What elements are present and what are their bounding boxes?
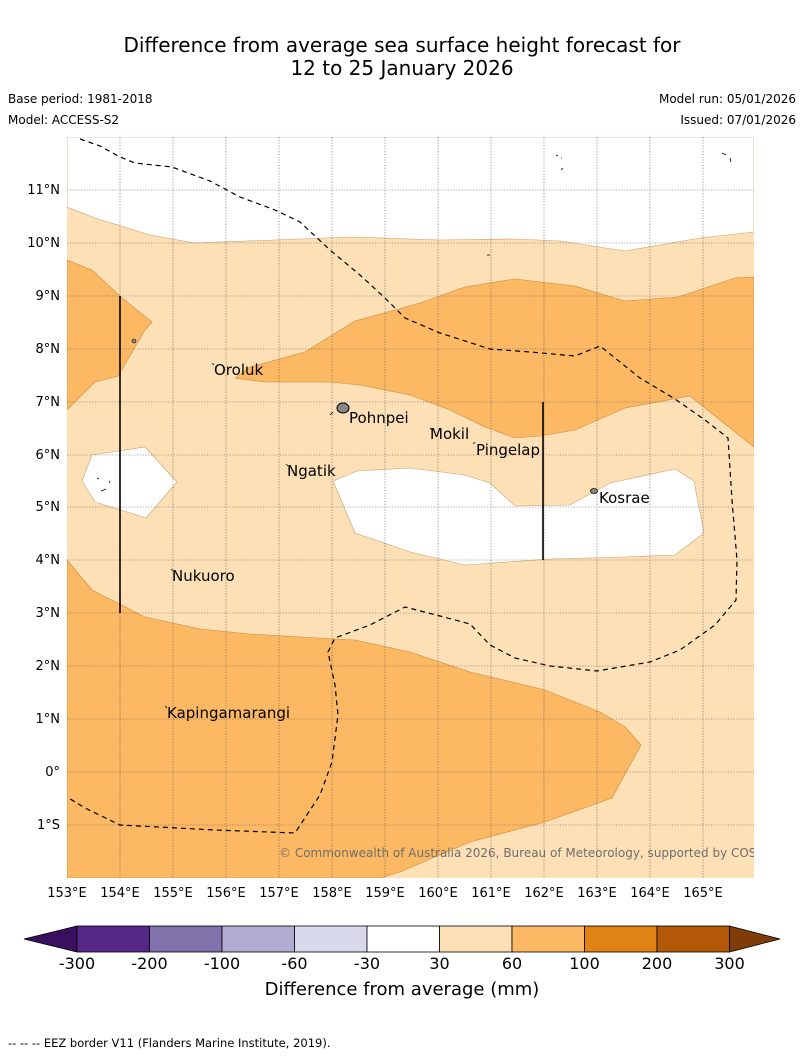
colorbar-segment xyxy=(366,925,440,953)
colorbar-tick: -300 xyxy=(59,954,95,973)
colorbar-segment xyxy=(76,925,150,953)
lat-tick: 6°N xyxy=(36,448,61,463)
oroluk-marker xyxy=(211,362,215,366)
colorbar-tick: 30 xyxy=(429,954,449,973)
colorbar-tick: 100 xyxy=(569,954,600,973)
colorbar-extend-high xyxy=(729,925,781,953)
colorbar-tick: 200 xyxy=(642,954,673,973)
anomaly-fill-60-100-north xyxy=(234,276,754,448)
graticule xyxy=(67,137,754,878)
anomaly-fill-60-100-south xyxy=(67,559,642,878)
lat-tick: 8°N xyxy=(36,342,61,357)
colorbar-tick: 60 xyxy=(502,954,522,973)
lat-tick: 4°N xyxy=(36,553,61,568)
lon-tick: 162°E xyxy=(524,886,564,901)
label-kosrae: Kosrae xyxy=(599,489,650,507)
colorbar-segment xyxy=(149,925,223,953)
lon-tick: 161°E xyxy=(471,886,511,901)
anomaly-fill-neutral-central xyxy=(332,467,705,566)
model-name: Model: ACCESS-S2 xyxy=(8,113,120,127)
lat-tick: 5°N xyxy=(36,500,61,515)
mokil-marker xyxy=(429,427,433,431)
label-oroluk: Oroluk xyxy=(214,361,263,379)
label-mokil: Mokil xyxy=(430,425,469,443)
lon-tick: 164°E xyxy=(630,886,670,901)
colorbar-segment xyxy=(294,925,368,953)
colorbar-title: Difference from average (mm) xyxy=(265,979,540,1000)
chart-title-line1: Difference from average sea surface heig… xyxy=(123,33,681,57)
colorbar-segment xyxy=(656,925,730,953)
colorbar-segment xyxy=(511,925,585,953)
lon-tick: 160°E xyxy=(418,886,458,901)
lon-tick: 155°E xyxy=(153,886,193,901)
pingelap-marker xyxy=(472,441,476,445)
lat-tick: 3°N xyxy=(36,606,61,621)
pohnpei-island xyxy=(336,402,350,414)
lon-tick: 156°E xyxy=(206,886,246,901)
lat-tick: 9°N xyxy=(36,289,61,304)
anomaly-fill-60-100-northwest xyxy=(67,259,153,411)
colorbar-tick: -30 xyxy=(354,954,380,973)
copyright-text: © Commonwealth of Australia 2026, Bureau… xyxy=(279,846,784,860)
colorbar-tick: 300 xyxy=(714,954,745,973)
colorbar: -300 -200 -100 -60 -30 30 60 100 200 300… xyxy=(23,925,781,1000)
lat-tick: 2°N xyxy=(36,659,61,674)
base-period: Base period: 1981-2018 xyxy=(8,92,153,106)
lon-tick: 153°E xyxy=(47,886,87,901)
colorbar-segment xyxy=(439,925,513,953)
lon-tick: 154°E xyxy=(100,886,140,901)
colorbar-tick: -100 xyxy=(204,954,240,973)
ngatik-marker xyxy=(285,463,289,467)
lon-tick: 158°E xyxy=(312,886,352,901)
label-ngatik: Ngatik xyxy=(287,462,336,480)
label-pohnpei: Pohnpei xyxy=(349,409,409,427)
lon-tick: 159°E xyxy=(365,886,405,901)
kosrae-island xyxy=(590,488,598,494)
lon-tick: 165°E xyxy=(683,886,723,901)
latitude-axis: 11°N 10°N 9°N 8°N 7°N 6°N 5°N 4°N 3°N 2°… xyxy=(27,183,60,833)
lat-tick: 0° xyxy=(45,765,60,780)
anomaly-fill-neutral-north xyxy=(67,137,754,252)
colorbar-tick: -200 xyxy=(131,954,167,973)
colorbar-extend-low xyxy=(23,925,78,953)
kapingamarangi-marker xyxy=(164,705,168,709)
colorbar-segment xyxy=(584,925,658,953)
nukuoro-marker xyxy=(170,568,174,572)
chart-title-line2: 12 to 25 January 2026 xyxy=(290,56,514,80)
lat-tick: 10°N xyxy=(27,236,60,251)
label-pingelap: Pingelap xyxy=(476,441,540,459)
issued-date: Issued: 07/01/2026 xyxy=(680,113,796,127)
lat-tick: 7°N xyxy=(36,395,61,410)
colorbar-segment xyxy=(221,925,295,953)
colorbar-tick: -60 xyxy=(281,954,307,973)
lat-tick: 11°N xyxy=(27,183,60,198)
lat-tick: 1°S xyxy=(37,818,60,833)
longitude-axis: 153°E 154°E 155°E 156°E 157°E 158°E 159°… xyxy=(47,886,723,901)
lon-tick: 163°E xyxy=(577,886,617,901)
label-kapingamarangi: Kapingamarangi xyxy=(167,704,290,722)
anomaly-fill-neutral-west xyxy=(81,446,178,519)
atoll-marker xyxy=(131,338,137,344)
lat-tick: 1°N xyxy=(36,712,61,727)
lon-tick: 157°E xyxy=(259,886,299,901)
eez-footnote: -- -- -- EEZ border V11 (Flanders Marine… xyxy=(8,1036,331,1050)
label-nukuoro: Nukuoro xyxy=(172,567,235,585)
eez-border-line xyxy=(67,138,738,834)
model-run: Model run: 05/01/2026 xyxy=(658,92,796,106)
